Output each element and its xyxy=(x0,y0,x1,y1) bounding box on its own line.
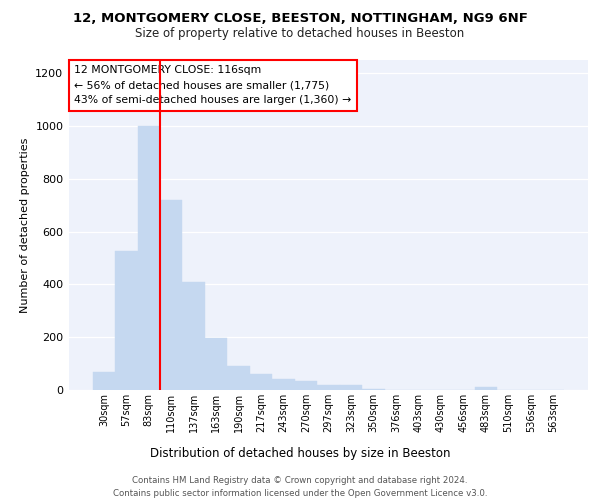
Bar xyxy=(317,384,340,390)
Text: Distribution of detached houses by size in Beeston: Distribution of detached houses by size … xyxy=(150,448,450,460)
Bar xyxy=(92,372,115,390)
Bar xyxy=(340,384,362,390)
Bar xyxy=(272,380,295,390)
Text: 12 MONTGOMERY CLOSE: 116sqm
← 56% of detached houses are smaller (1,775)
43% of : 12 MONTGOMERY CLOSE: 116sqm ← 56% of det… xyxy=(74,65,352,106)
Bar xyxy=(295,382,317,390)
Bar xyxy=(362,388,385,390)
Bar xyxy=(227,366,250,390)
Text: 12, MONTGOMERY CLOSE, BEESTON, NOTTINGHAM, NG9 6NF: 12, MONTGOMERY CLOSE, BEESTON, NOTTINGHA… xyxy=(73,12,527,26)
Bar xyxy=(182,282,205,390)
Bar xyxy=(137,126,160,390)
Bar xyxy=(205,338,227,390)
Bar xyxy=(115,251,137,390)
Text: Size of property relative to detached houses in Beeston: Size of property relative to detached ho… xyxy=(136,28,464,40)
Text: Contains public sector information licensed under the Open Government Licence v3: Contains public sector information licen… xyxy=(113,489,487,498)
Bar xyxy=(160,200,182,390)
Bar xyxy=(475,388,497,390)
Bar xyxy=(250,374,272,390)
Text: Contains HM Land Registry data © Crown copyright and database right 2024.: Contains HM Land Registry data © Crown c… xyxy=(132,476,468,485)
Y-axis label: Number of detached properties: Number of detached properties xyxy=(20,138,30,312)
